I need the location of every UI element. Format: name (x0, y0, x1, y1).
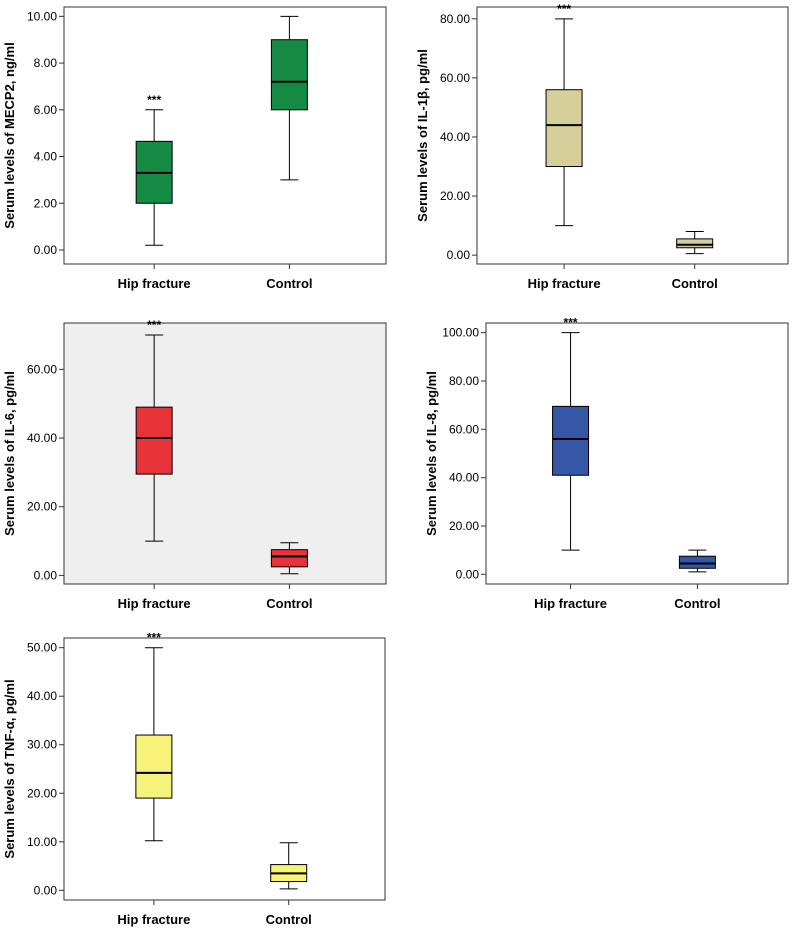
y-axis-title: Serum levels of MECP2, ng/ml (2, 42, 17, 228)
y-tick-label: 60.00 (440, 71, 470, 85)
x-category-label: Hip fracture (118, 596, 191, 611)
iqr-box (545, 89, 583, 168)
chart-panel-5: 0.00 10.00 20.00 30.00 40.00 50.00 Serum level… (2, 631, 386, 927)
plot-area (63, 6, 387, 265)
significance-label: *** (564, 316, 578, 330)
box-hip-fracture: *** Hip fracture (118, 93, 191, 291)
plot-area (476, 6, 789, 265)
box-hip-fracture: *** Hip fracture (528, 2, 601, 291)
significance-label: *** (147, 93, 161, 107)
y-tick-label: 40.00 (449, 471, 479, 485)
y-tick-label: 20.00 (449, 519, 479, 533)
y-tick-label: 40.00 (440, 130, 470, 144)
y-tick-label: 0.00 (34, 568, 58, 582)
box-control: Control (266, 542, 313, 611)
x-category-label: Hip fracture (117, 912, 190, 927)
y-tick-label: 8.00 (34, 56, 58, 70)
y-axis-title: Serum levels of TNF-α, pg/ml (2, 679, 17, 858)
y-tick-label: 50.00 (27, 641, 57, 655)
y-tick-label: 6.00 (34, 103, 58, 117)
iqr-box (552, 405, 590, 476)
iqr-box (270, 549, 308, 568)
x-category-label: Control (672, 276, 718, 291)
chart-panel-3: 0.00 20.00 40.00 60.00 Serum levels of IL-6,… (2, 318, 387, 611)
x-category-label: Control (266, 912, 312, 927)
significance-label: *** (147, 318, 161, 332)
x-category-label: Hip fracture (534, 596, 607, 611)
box-control: Control (266, 15, 313, 291)
y-tick-label: 4.00 (34, 150, 58, 164)
y-tick-label: 0.00 (34, 243, 58, 257)
x-category-label: Control (674, 596, 720, 611)
box-hip-fracture: *** Hip fracture (117, 631, 190, 927)
iqr-box (676, 238, 714, 249)
box-hip-fracture: *** Hip fracture (118, 318, 191, 611)
y-tick-label: 20.00 (27, 500, 57, 514)
y-tick-label: 40.00 (27, 689, 57, 703)
chart-panel-1: 0.00 2.00 4.00 6.00 8.00 10.00 Serum levels of… (2, 6, 387, 291)
significance-label: *** (147, 631, 161, 645)
y-tick-label: 0.00 (456, 567, 480, 581)
y-tick-label: 20.00 (27, 786, 57, 800)
chart-panel-4: 0.00 20.00 40.00 60.00 80.00 100.00 Serum leve… (424, 316, 789, 611)
y-tick-label: 80.00 (449, 374, 479, 388)
box-control: Control (674, 549, 721, 611)
x-category-label: Control (266, 596, 312, 611)
y-axis-title: Serum levels of IL-6, pg/ml (2, 371, 17, 536)
iqr-box (270, 39, 308, 111)
y-tick-label: 30.00 (27, 738, 57, 752)
box-control: Control (266, 842, 312, 927)
iqr-box (135, 734, 173, 799)
y-tick-label: 10.00 (27, 9, 57, 23)
y-tick-label: 20.00 (440, 189, 470, 203)
x-category-label: Control (266, 276, 312, 291)
y-tick-label: 0.00 (447, 248, 471, 262)
y-tick-label: 0.00 (34, 883, 58, 897)
y-tick-label: 100.00 (442, 326, 479, 340)
chart-panel-2: 0.00 20.00 40.00 60.00 80.00 Serum levels of … (415, 2, 789, 291)
y-tick-label: 60.00 (449, 422, 479, 436)
y-tick-label: 2.00 (34, 196, 58, 210)
iqr-box (135, 406, 173, 475)
significance-label: *** (557, 2, 571, 16)
x-category-label: Hip fracture (528, 276, 601, 291)
y-tick-label: 60.00 (27, 362, 57, 376)
box-hip-fracture: *** Hip fracture (534, 316, 607, 611)
plot-area (63, 637, 386, 901)
iqr-box (678, 555, 716, 569)
y-axis-title: Serum levels of IL-1β, pg/ml (415, 49, 430, 222)
y-tick-label: 40.00 (27, 431, 57, 445)
plot-area (63, 322, 387, 585)
box-control: Control (672, 231, 718, 291)
y-tick-label: 80.00 (440, 12, 470, 26)
plot-area (485, 322, 789, 585)
x-category-label: Hip fracture (118, 276, 191, 291)
y-axis-title: Serum levels of IL-8, pg/ml (424, 371, 439, 536)
y-tick-label: 10.00 (27, 835, 57, 849)
